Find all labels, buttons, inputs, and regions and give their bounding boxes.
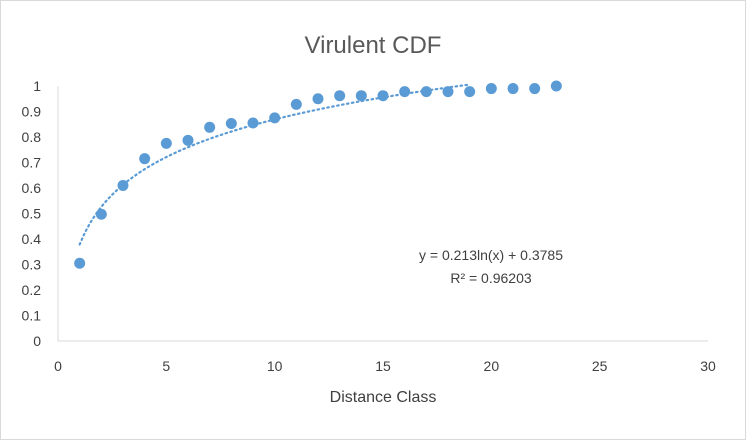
y-tick-label: 0.9: [22, 104, 42, 120]
chart-title: Virulent CDF: [305, 32, 442, 59]
x-tick-label: 15: [375, 358, 391, 374]
y-tick-labels: 0 0.1 0.2 0.3 0.4 0.5 0.6 0.7 0.8 0.9 1: [22, 78, 42, 349]
data-point: [355, 90, 367, 102]
data-point: [247, 117, 259, 129]
data-point: [485, 83, 497, 95]
data-point: [312, 93, 324, 105]
data-point: [442, 86, 454, 98]
trendline-equation: y = 0.213ln(x) + 0.3785: [419, 247, 563, 263]
data-point: [420, 86, 432, 98]
x-tick-label: 5: [162, 358, 170, 374]
data-point: [74, 257, 86, 269]
data-point: [182, 134, 194, 146]
x-tick-label: 30: [700, 358, 716, 374]
data-points: [74, 80, 562, 269]
data-point: [377, 90, 389, 102]
y-tick-label: 0.7: [22, 155, 42, 171]
y-tick-label: 0: [33, 333, 41, 349]
y-tick-label: 0.1: [22, 308, 42, 324]
x-tick-labels: 0 5 10 15 20 25 30: [54, 358, 716, 374]
y-tick-label: 0.4: [22, 231, 42, 247]
x-axis-label: Distance Class: [330, 389, 437, 406]
y-tick-label: 1: [33, 78, 41, 94]
y-tick-label: 0.8: [22, 129, 42, 145]
x-tick-label: 20: [484, 358, 500, 374]
data-point: [334, 90, 346, 102]
data-point: [160, 137, 172, 149]
data-point: [117, 179, 129, 191]
data-point: [269, 112, 281, 124]
data-point: [225, 117, 237, 129]
x-tick-label: 10: [267, 358, 283, 374]
x-tick-label: 25: [592, 358, 608, 374]
data-point: [464, 86, 476, 98]
y-tick-label: 0.6: [22, 180, 42, 196]
data-point: [204, 121, 216, 133]
data-point: [95, 208, 107, 220]
data-point: [139, 153, 151, 165]
y-tick-label: 0.2: [22, 282, 42, 298]
trendline: [78, 83, 471, 246]
y-tick-label: 0.5: [22, 206, 42, 222]
x-tick-label: 0: [54, 358, 62, 374]
data-point: [399, 86, 411, 98]
data-point: [529, 83, 541, 95]
data-point: [550, 80, 562, 92]
r-squared-label: R² = 0.96203: [450, 270, 532, 286]
data-point: [507, 83, 519, 95]
data-point: [290, 98, 302, 110]
y-tick-label: 0.3: [22, 257, 42, 273]
